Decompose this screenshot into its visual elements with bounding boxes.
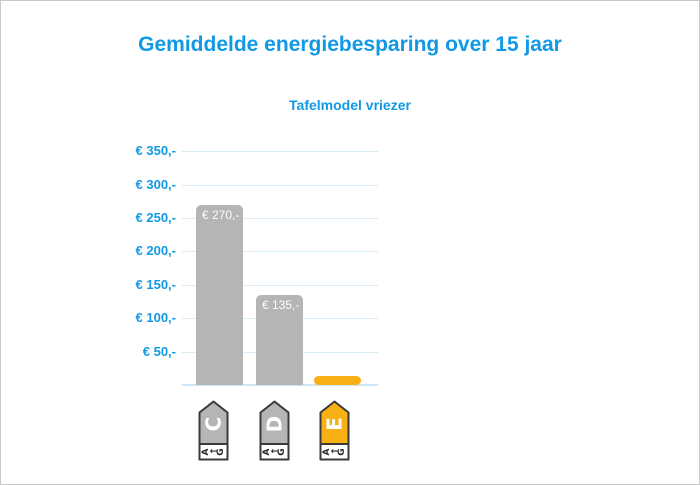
energy-tag-svg: D A←G — [259, 400, 290, 461]
energy-scale-glyph: ← — [331, 447, 339, 457]
chart-subtitle: Tafelmodel vriezer — [289, 97, 411, 113]
chart-title: Gemiddelde energiebesparing over 15 jaar — [138, 33, 562, 56]
y-axis-tick-label: € 300,- — [135, 177, 176, 192]
energy-scale-glyph: G — [337, 448, 347, 455]
bar-d: € 135,- — [256, 295, 303, 385]
bar-value-label: € 135,- — [262, 298, 300, 312]
energy-scale-glyph: ← — [271, 447, 279, 457]
y-axis-tick-label: € 250,- — [135, 210, 176, 225]
energy-scale-glyph: A — [262, 448, 272, 455]
y-axis-tick-label: € 350,- — [135, 143, 176, 158]
energy-label-icon-e: E A ← G — [319, 400, 350, 461]
energy-tag-svg: C A←G — [198, 400, 229, 461]
gridline — [182, 285, 378, 286]
bar-c: € 270,- — [196, 205, 243, 385]
x-axis-baseline — [182, 384, 378, 386]
energy-class-letter: E — [323, 417, 347, 431]
gridline — [182, 218, 378, 219]
energy-label-icon-d: D A ← G — [259, 400, 290, 461]
energy-scale-glyph: A — [322, 448, 332, 455]
energy-tag-svg: E A←G — [319, 400, 350, 461]
bar-e — [314, 376, 361, 385]
energy-scale-glyph: A — [201, 448, 211, 455]
y-axis-tick-label: € 50,- — [142, 344, 176, 359]
gridline — [182, 185, 378, 186]
y-axis-tick-label: € 150,- — [135, 277, 176, 292]
energy-scale-glyph: ← — [210, 447, 218, 457]
energy-scale-glyph: G — [216, 448, 226, 455]
energy-class-letter: D — [263, 416, 287, 433]
y-axis-tick-label: € 100,- — [135, 310, 176, 325]
bar-value-label: € 270,- — [202, 208, 240, 222]
y-axis-tick-label: € 200,- — [135, 243, 176, 258]
energy-label-icon-c: C A ← G — [198, 400, 229, 461]
gridline — [182, 251, 378, 252]
energy-class-letter: C — [202, 417, 226, 432]
energy-scale-glyph: G — [277, 448, 287, 455]
gridline — [182, 151, 378, 152]
